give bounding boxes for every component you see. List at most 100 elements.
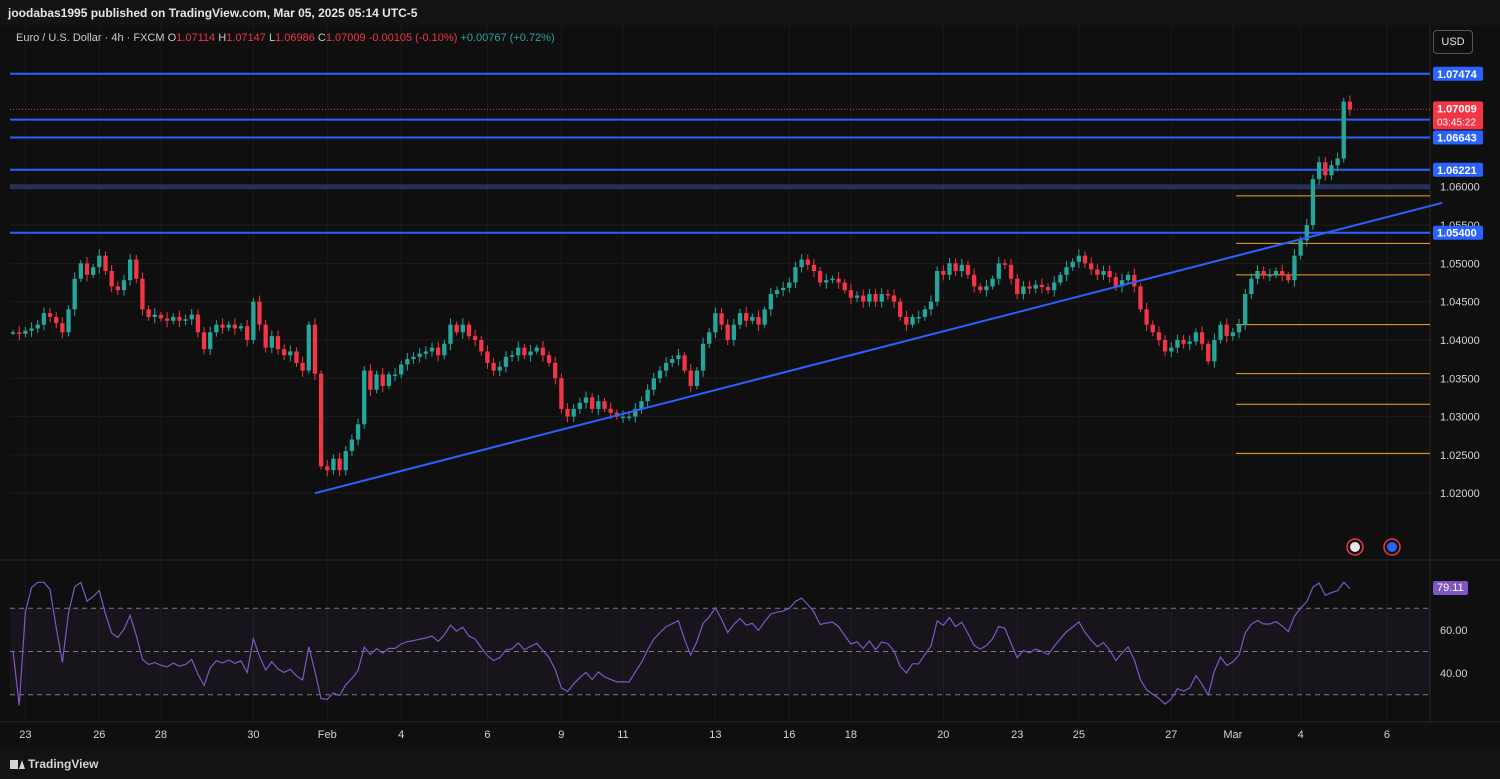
candle-body: [312, 324, 318, 374]
candle-body: [109, 271, 114, 287]
price-level-label: 1.05400: [1437, 228, 1477, 240]
candle-body: [466, 324, 472, 337]
candle-body: [1335, 158, 1340, 166]
candle-body: [84, 263, 90, 275]
bar-change: -0.00105 (-0.10%): [368, 32, 458, 44]
tradingview-brand[interactable]: TradingView: [10, 757, 98, 771]
candle-body: [707, 332, 712, 344]
time-tick-label: 4: [398, 729, 404, 741]
candle-body: [953, 263, 958, 272]
last-price-tag: [1433, 101, 1483, 130]
time-tick-label: 13: [709, 729, 721, 741]
candle-body: [429, 347, 435, 352]
candle-body: [1101, 271, 1106, 275]
candle-body: [29, 328, 34, 331]
candle-body: [195, 314, 201, 333]
candle-body: [590, 397, 595, 409]
candle-body: [220, 324, 225, 328]
candle-body: [774, 290, 780, 294]
chart-frame[interactable]: [0, 26, 1500, 749]
time-tick-label: 26: [93, 729, 105, 741]
candle-body: [164, 318, 170, 321]
price-tick-label: 1.05000: [1440, 258, 1480, 270]
flag-icon: [1387, 542, 1397, 552]
time-tick-label: 16: [783, 729, 795, 741]
candle-body: [737, 313, 743, 325]
candle-body: [405, 359, 410, 365]
candle-body: [522, 347, 527, 356]
candle-body: [10, 332, 16, 334]
publish-bar: joodabas1995 published on TradingView.co…: [0, 0, 1500, 26]
candle-body: [1316, 162, 1322, 180]
candle-body: [472, 336, 478, 340]
candle-body: [657, 370, 663, 379]
candle-body: [127, 259, 133, 281]
ascending-trendline: [314, 201, 1443, 495]
candle-body: [238, 326, 244, 329]
footer: TradingView: [0, 749, 1500, 779]
candle-body: [232, 324, 238, 329]
candle-body: [1243, 293, 1248, 325]
candle-body: [793, 267, 798, 283]
currency-button[interactable]: USD: [1433, 30, 1473, 54]
candle-body: [386, 374, 392, 386]
candle-body: [23, 330, 28, 334]
time-tick-label: 30: [247, 729, 259, 741]
close-value: 1.07009: [325, 32, 366, 44]
candle-body: [66, 309, 71, 333]
candle-body: [540, 347, 546, 356]
day-change: +0.00767 (+0.72%): [460, 32, 555, 44]
candle-body: [35, 324, 40, 329]
candle-body: [935, 271, 940, 302]
candle-body: [1027, 286, 1032, 289]
candle-body: [374, 374, 379, 390]
time-tick-label: 6: [1384, 729, 1390, 741]
tradingview-logo-icon: [10, 760, 25, 770]
candle-body: [423, 351, 428, 354]
candle-body: [417, 353, 422, 357]
candle-body: [830, 278, 835, 281]
candle-body: [990, 278, 995, 287]
candle-body: [306, 324, 311, 371]
candle-body: [1212, 339, 1217, 362]
candle-body: [257, 301, 262, 325]
candle-body: [91, 267, 96, 275]
open-value: 1.07114: [176, 32, 216, 44]
candle-body: [602, 401, 607, 409]
rsi-value-label: 79.11: [1433, 580, 1468, 595]
candle-body: [719, 313, 724, 325]
candle-body: [1033, 284, 1038, 289]
candle-body: [1021, 286, 1026, 294]
candle-body: [546, 355, 552, 363]
candle-body: [448, 324, 453, 344]
low-value: 1.06986: [275, 32, 315, 44]
candle-body: [744, 313, 749, 321]
candle-body: [916, 316, 921, 319]
candle-body: [97, 255, 102, 268]
candle-body: [891, 295, 897, 302]
candle-body: [103, 255, 108, 272]
candle-body: [645, 389, 650, 402]
candle-body: [460, 324, 465, 333]
candle-body: [854, 295, 860, 298]
candle-body: [904, 316, 909, 325]
candle-body: [941, 271, 946, 275]
candle-body: [799, 259, 804, 268]
time-tick-label: 11: [617, 729, 628, 741]
candle-body: [288, 351, 293, 356]
candle-body: [491, 362, 496, 371]
candle-body: [226, 324, 231, 328]
candle-body: [497, 366, 502, 371]
candle-body: [362, 370, 367, 425]
candle-body: [300, 362, 305, 371]
open-label: O: [167, 32, 177, 44]
candle-body: [1156, 332, 1162, 340]
rsi-tick-label: 60.00: [1440, 625, 1468, 637]
candle-body: [762, 309, 767, 325]
candle-body: [368, 370, 373, 390]
price-tick-label: 1.02000: [1440, 488, 1480, 500]
candle-body: [189, 314, 194, 320]
candle-body: [1347, 101, 1353, 110]
rsi-tick-label: 40.00: [1440, 668, 1468, 680]
